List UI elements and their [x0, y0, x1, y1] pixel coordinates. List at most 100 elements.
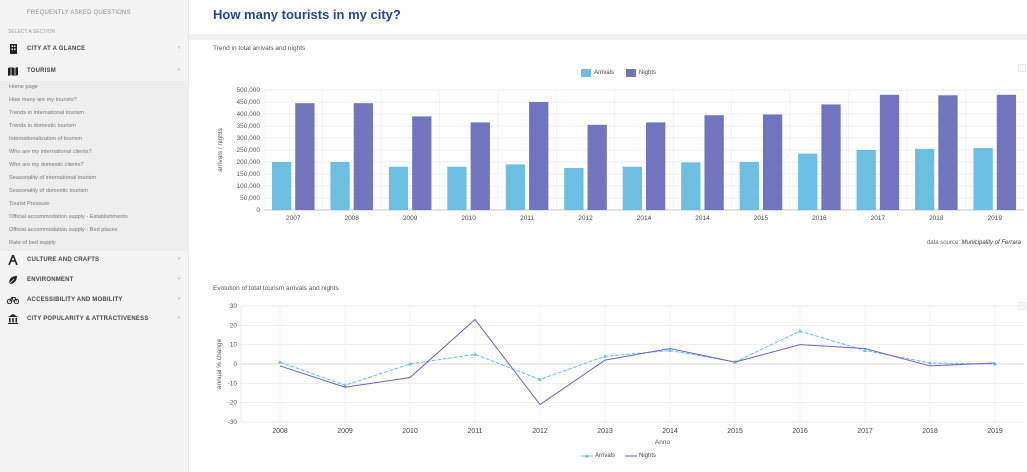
section-environment[interactable]: ENVIRONMENT ‹ [0, 271, 189, 289]
x-tick-label: 2012 [578, 215, 593, 222]
x-tick-label: 2019 [988, 215, 1003, 222]
x-tick-label: 2011 [467, 428, 482, 435]
point-arrivals [993, 361, 997, 366]
source-name: Municipality of Ferrara [961, 240, 1021, 246]
y-axis-label: arrivals / nights [217, 127, 224, 171]
section-label: CITY POPULARITY & ATTRACTIVENESS [27, 316, 149, 322]
submenu-item[interactable]: Seasonality of domestic tourism [9, 188, 88, 194]
bar-arrivals [622, 166, 642, 210]
x-tick-label: 2016 [812, 215, 827, 222]
line-chart: -30 -20 -10 0 10 20 30 2008 2009 2010 2011 2012 2013… [216, 303, 1024, 446]
point-arrivals [538, 377, 542, 381]
submenu-item[interactable]: Seasonality of international tourism [9, 175, 97, 181]
bar-arrivals [681, 162, 701, 210]
bar-chart-title: Trend in total arrivals and nights [213, 45, 306, 52]
bar-arrivals [271, 162, 292, 210]
point-arrivals [863, 348, 867, 352]
section-city-popularity[interactable]: CITY POPULARITY & ATTRACTIVENESS ‹ [0, 310, 189, 328]
x-tick-label: 2015 [754, 215, 769, 222]
x-tick-label: 2016 [792, 428, 808, 435]
y-tick-label: 10 [230, 342, 238, 349]
submenu-item[interactable]: Official accommodation supply - Establis… [9, 214, 128, 220]
bar-nights [996, 94, 1017, 210]
submenu-item[interactable]: Official accommodation supply - Bed plac… [9, 227, 118, 233]
y-tick-label: -30 [228, 419, 238, 426]
x-tick-label: 2010 [461, 215, 476, 222]
bar-arrivals [915, 148, 935, 210]
tourism-submenu: Home page How many are my tourists? Tren… [0, 81, 189, 251]
main-content: How many tourists in my city? Trend in t… [189, 0, 1027, 472]
bar-nights [704, 115, 724, 210]
y-tick-label: 20 [230, 322, 238, 329]
section-culture-and-crafts[interactable]: CULTURE AND CRAFTS ‹ [0, 251, 189, 269]
x-tick-label: 2010 [402, 428, 418, 435]
bar-nights [587, 124, 607, 210]
y-tick-label: 500,000 [237, 87, 261, 94]
bar-nights [470, 122, 490, 210]
submenu-item[interactable]: How many are my tourists? [9, 97, 77, 103]
section-city-at-a-glance[interactable]: CITY AT A GLANCE ‹ [0, 40, 189, 58]
bicycle-icon [7, 294, 19, 306]
x-tick-label: 2008 [272, 428, 288, 435]
section-accessibility-and-mobility[interactable]: ACCESSIBILITY AND MOBILITY ‹ [0, 291, 189, 309]
line-legend[interactable]: Arrivals Nights [581, 453, 656, 459]
page-title: How many tourists in my city? [213, 7, 401, 22]
submenu-item[interactable]: Trends in international tourism [9, 110, 85, 116]
divider [189, 34, 1027, 40]
point-arrivals [343, 383, 347, 387]
section-label: ENVIRONMENT [27, 277, 74, 283]
point-arrivals [668, 348, 672, 352]
legend-line-marker [581, 454, 593, 458]
submenu-item[interactable]: Internationalization of tourism [9, 136, 83, 142]
submenu-item[interactable]: Tourist Pressure [9, 201, 50, 207]
y-tick-label: 450,000 [237, 99, 261, 106]
y-tick-label: 350,000 [237, 123, 261, 130]
line-chart-title: Evolution of total tourism arrivals and … [213, 285, 339, 292]
x-tick-label: 2018 [929, 215, 944, 222]
submenu-item[interactable]: Who are my international clients? [9, 149, 92, 155]
bar-arrivals [505, 164, 526, 210]
y-tick-label: 0 [233, 361, 237, 368]
submenu-item[interactable]: Who are my domestic clients? [9, 162, 84, 168]
y-tick-label: 30 [230, 303, 238, 310]
chevron-down-icon: ‹ [178, 67, 180, 73]
point-arrivals [408, 361, 412, 366]
map-icon [7, 65, 19, 77]
point-arrivals [928, 360, 932, 365]
legend-line-marker [625, 455, 638, 457]
data-source: data source: Municipality of Ferrara [927, 240, 1021, 246]
y-tick-label: 50,000 [240, 195, 260, 202]
section-label: ACCESSIBILITY AND MOBILITY [27, 297, 123, 303]
submenu-item[interactable]: Trends in domestic tourism [9, 123, 76, 129]
legend-swatch [581, 69, 591, 77]
y-tick-label: -20 [228, 400, 238, 407]
bar-arrivals [856, 150, 876, 210]
legend-nights: Nights [639, 70, 657, 76]
section-label: TOURISM [27, 68, 56, 74]
line-arrivals [279, 330, 996, 386]
faq-link[interactable]: FREQUENTLY ASKED QUESTIONS [27, 10, 131, 16]
y-tick-label: 100,000 [237, 183, 261, 190]
submenu-item[interactable]: Home page [9, 84, 38, 90]
bar-arrivals [388, 166, 409, 210]
x-tick-label: 2019 [987, 428, 1003, 435]
x-tick-label: 2014 [695, 215, 710, 222]
bar-arrivals [798, 153, 818, 210]
legend-swatch [626, 69, 637, 77]
section-tourism[interactable]: TOURISM ‹ [0, 62, 189, 80]
chevron-left-icon: ‹ [178, 45, 180, 51]
chevron-left-icon: ‹ [178, 256, 180, 262]
submenu-item[interactable]: Rate of bed supply [9, 240, 56, 246]
point-arrivals [278, 359, 282, 364]
bar-legend[interactable]: Arrivals Nights [581, 69, 656, 77]
y-tick-label: 200,000 [237, 159, 261, 166]
bar-nights [938, 95, 958, 210]
point-arrivals [603, 354, 607, 358]
y-tick-label: 400,000 [237, 111, 261, 118]
x-tick-label: 2015 [727, 428, 743, 435]
chart-menu-button[interactable] [1018, 64, 1026, 72]
select-section-label: SELECT A SECTION [8, 29, 56, 35]
x-tick-label: 2014 [637, 215, 652, 222]
legend-nights: Nights [639, 453, 657, 459]
x-tick-label: 2011 [520, 215, 534, 222]
